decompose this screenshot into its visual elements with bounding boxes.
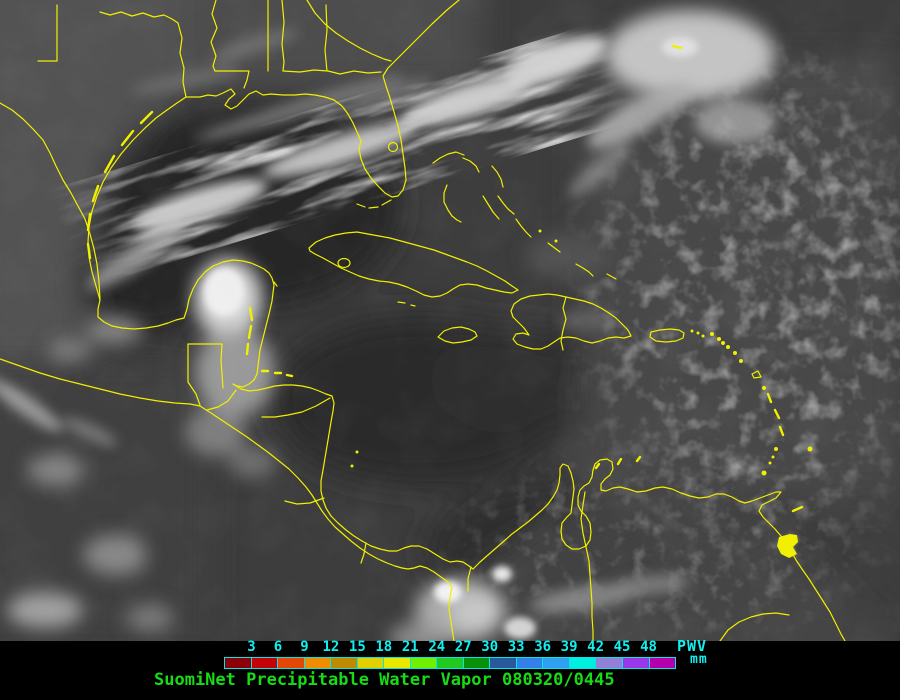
legend-strip (0, 641, 900, 700)
satellite-map-svg (0, 0, 900, 680)
central-america-pacific-coast (0, 358, 455, 642)
florida-keys (356, 199, 392, 209)
colorbar-segment (568, 658, 596, 668)
colorbar-segment (489, 658, 516, 668)
cozumel (273, 281, 278, 287)
st-lucia (778, 425, 785, 437)
cayman-islands (397, 301, 416, 307)
colorbar-tick-label: 12 (322, 639, 340, 655)
colorbar-tick-label: 48 (640, 639, 657, 655)
colorbar-segment (515, 658, 543, 668)
south-america-north-coast (472, 458, 846, 642)
colorbar-segment (595, 658, 622, 668)
aruba-curacao-bonaire (594, 455, 642, 470)
guadeloupe (751, 370, 762, 379)
bahamas-dots (538, 229, 558, 243)
barbados (807, 446, 813, 452)
colorbar-tick-label: 45 (613, 639, 631, 655)
colorbar-segment (303, 658, 331, 668)
bahamas (432, 151, 594, 277)
colombia-venezuela-border (580, 491, 594, 642)
colorbar-tick-label: 24 (428, 639, 446, 655)
florida-lake-okeechobee (387, 141, 399, 153)
orinoco-river (719, 612, 790, 642)
colorbar-tick-label: 15 (348, 639, 366, 655)
colorbar (224, 657, 676, 669)
us-state-borders (37, 0, 392, 98)
jamaica (437, 326, 478, 344)
colorbar-segment (462, 658, 490, 668)
colorbar-tick-label: 39 (560, 639, 578, 655)
tobago (791, 505, 804, 513)
colorbar-tick-label: 36 (534, 639, 552, 655)
belize-cayes (245, 306, 254, 356)
colorbar-segment (542, 658, 569, 668)
lesser-antilles (710, 332, 813, 476)
colorbar-segment (621, 658, 649, 668)
colorbar-segment (383, 658, 410, 668)
haiti-dr-border (560, 296, 567, 351)
colorbar-tick-label: 18 (375, 639, 393, 655)
colorbar-tick-label: 21 (401, 639, 419, 655)
san-andres-providencia (350, 450, 359, 468)
station-mark (671, 44, 683, 50)
cuba (308, 231, 519, 298)
grenada (761, 470, 767, 476)
virgin-islands (690, 329, 705, 338)
geo-overlays (0, 0, 846, 642)
image-grain (0, 0, 900, 641)
yucatan-peninsula (175, 259, 275, 388)
rio-grande (0, 102, 101, 301)
colorbar-segment (225, 658, 251, 668)
colorbar-segment (250, 658, 278, 668)
colorbar-unit-pwv: PWV (677, 637, 708, 655)
hispaniola (510, 293, 632, 350)
martinique (773, 408, 781, 420)
colorbar-tick-label: 27 (454, 639, 472, 655)
caption-text: SuomiNet Precipitable Water Vapor 080320… (154, 670, 615, 690)
satellite-map (0, 0, 900, 680)
colorbar-segment (409, 658, 437, 668)
colorbar-tick-label: 30 (481, 639, 499, 655)
honduras-nicaragua-coast (232, 383, 474, 570)
colorbar-tick-label: 3 (247, 639, 256, 655)
colorbar-segment (330, 658, 357, 668)
turks-and-caicos (606, 273, 617, 280)
colorbar-segment (277, 658, 304, 668)
colorbar-tick-label: 33 (507, 639, 525, 655)
puerto-rico (649, 328, 685, 343)
colorbar-unit-mm: mm (690, 652, 708, 667)
isla-de-la-juventud (337, 257, 351, 269)
roatan-islands (260, 369, 294, 378)
colorbar-tick-label: 6 (273, 639, 283, 655)
guatemala-borders (187, 343, 224, 406)
texas-barrier-islands (86, 110, 154, 260)
dominica (766, 392, 773, 404)
central-america-borders (206, 389, 472, 592)
colorbar-tick-label: 42 (587, 639, 605, 655)
colorbar-segment (436, 658, 463, 668)
colorbar-tick-label: 9 (300, 639, 309, 655)
colorbar-segment (648, 658, 676, 668)
colorbar-segment (356, 658, 384, 668)
